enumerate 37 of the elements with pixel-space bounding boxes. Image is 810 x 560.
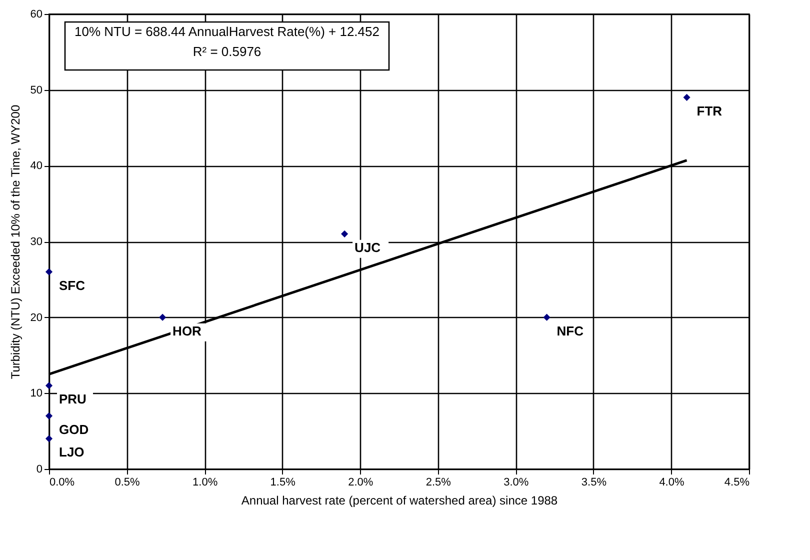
point <box>45 382 53 390</box>
x-tick-label: 2.5% <box>426 476 452 488</box>
annotation: NFC <box>556 323 584 338</box>
y-tick-label: 0 <box>36 464 42 476</box>
point <box>341 230 348 238</box>
point <box>543 314 550 321</box>
x-tick-label: 2.0% <box>348 476 374 488</box>
annotation: LJO <box>59 444 84 460</box>
point <box>45 412 53 420</box>
x-tick-label: 1.5% <box>270 476 296 488</box>
point <box>45 435 53 442</box>
annotation: SFC <box>59 278 86 293</box>
annotation: 10% NTU = 688.44 AnnualHarvest Rate(%) + 12.452 <box>74 24 380 39</box>
annotation: HOR <box>172 323 202 338</box>
annotation: UJC <box>354 240 382 255</box>
x-tick-label: 0.0% <box>50 476 75 488</box>
y-axis-title: Turbidity (NTU) Exceeded 10% of the Time, WY200 <box>8 104 22 380</box>
x-tick-label: 1.0% <box>192 476 218 488</box>
annotation: FTR <box>696 103 723 118</box>
y-tick-label: 40 <box>30 160 42 172</box>
x-tick-label: 0.5% <box>114 476 140 488</box>
x-tick-label: 4.0% <box>659 476 684 488</box>
y-tick-label: 60 <box>30 8 42 20</box>
annotation: GOD <box>59 422 89 437</box>
x-axis-title: Annual harvest rate (percent of watershed area) since 1988 <box>241 494 558 508</box>
annotation: PRU <box>59 392 86 407</box>
annotation: R² = 0.5976 <box>192 44 262 59</box>
point <box>45 268 53 276</box>
point <box>159 314 166 321</box>
y-tick-label: 30 <box>30 236 42 248</box>
x-tick-label: 3.0% <box>504 476 529 488</box>
x-tick-label: 3.5% <box>581 476 607 488</box>
x-tick-label: 4.5% <box>724 476 750 488</box>
y-tick-label: 10 <box>30 388 42 400</box>
y-tick-label: 20 <box>30 312 42 324</box>
y-tick-label: 50 <box>30 84 42 96</box>
point <box>683 94 690 101</box>
